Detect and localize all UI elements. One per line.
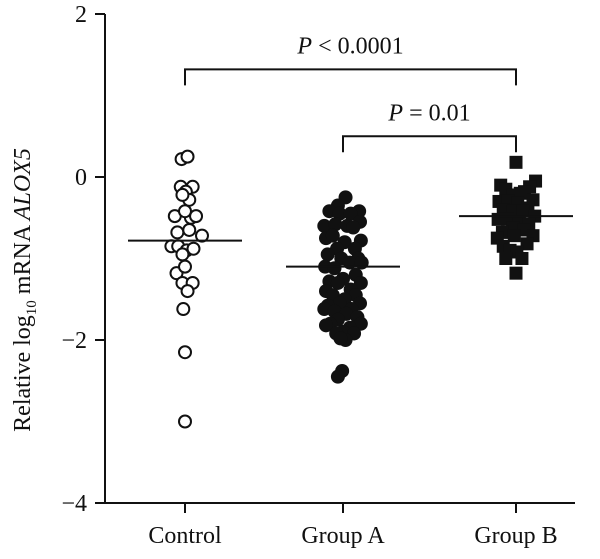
data-point — [178, 414, 192, 429]
p-value-label: P < 0.0001 — [296, 33, 403, 59]
x-tick-label: Group B — [474, 523, 557, 549]
significance-bracket — [184, 68, 517, 86]
data-point — [176, 302, 191, 317]
data-point — [509, 155, 523, 169]
axes — [104, 14, 575, 504]
data-point — [330, 369, 345, 384]
x-ticks: Control Group A Group B — [148, 503, 558, 549]
p-value-text: < 0.0001 — [312, 33, 404, 59]
data-point — [515, 252, 529, 265]
data-point — [346, 220, 361, 235]
y-tick-label: −4 — [61, 491, 87, 517]
data-point — [325, 228, 340, 243]
data-point — [189, 209, 204, 224]
data-point — [317, 218, 332, 233]
data-point — [499, 252, 513, 265]
y-axis-label-suffix: mRNA — [10, 220, 36, 300]
mean-lines — [128, 215, 573, 268]
y-axis-label-gene: ALOX5 — [10, 148, 36, 222]
data-point — [178, 204, 192, 219]
data-point — [343, 206, 358, 221]
data-point — [175, 247, 190, 262]
data-point — [333, 331, 348, 346]
y-tick-label: 2 — [75, 2, 87, 28]
data-point — [507, 229, 521, 243]
y-tick-label: −2 — [61, 328, 87, 354]
y-ticks: 2 0 −2 −4 — [61, 2, 105, 517]
data-point — [320, 247, 335, 262]
p-symbol: P — [387, 100, 403, 126]
data-point — [332, 206, 347, 221]
data-point — [330, 275, 345, 290]
data-point — [496, 203, 510, 217]
data-point — [327, 261, 342, 276]
x-tick-label: Group A — [301, 523, 385, 549]
p-value-text: = 0.01 — [403, 100, 471, 126]
data-point — [170, 225, 185, 240]
p-value-label: P = 0.01 — [387, 100, 470, 126]
data-point — [319, 318, 333, 333]
data-point — [180, 149, 195, 164]
data-point — [175, 187, 190, 202]
data-point — [195, 228, 209, 243]
data-point — [182, 222, 197, 237]
data-point — [520, 237, 534, 251]
data-point — [178, 259, 192, 274]
y-axis-label-prefix: Relative log — [10, 315, 36, 432]
y-tick-label: 0 — [75, 165, 87, 191]
significance-bracket — [342, 135, 517, 153]
data-points — [164, 149, 543, 429]
data-point — [186, 241, 201, 256]
y-axis-label: Relative log10 mRNA ALOX5 — [10, 148, 40, 432]
data-point — [516, 204, 530, 218]
p-symbol: P — [296, 33, 312, 59]
y-axis-label-subscript: 10 — [24, 300, 40, 315]
x-tick-label: Control — [148, 523, 222, 549]
data-point — [180, 284, 195, 299]
data-point — [353, 275, 368, 290]
data-point — [178, 345, 192, 360]
data-point — [353, 316, 368, 331]
data-point — [509, 266, 523, 280]
data-point — [328, 217, 343, 232]
